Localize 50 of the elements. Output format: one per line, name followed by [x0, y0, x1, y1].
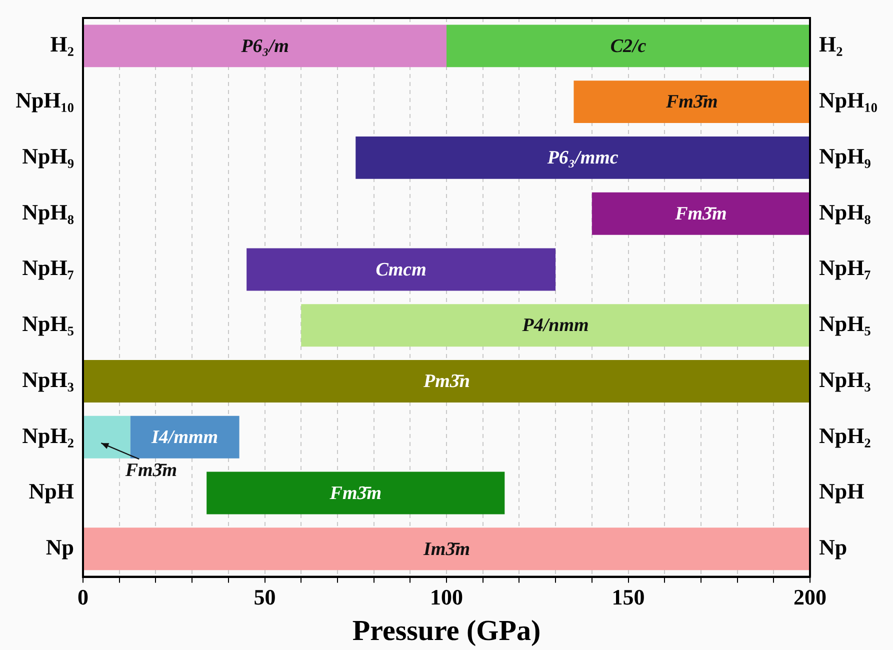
data-label: P6₃/m [240, 36, 289, 57]
y2-tick-label: NpH₃ [22, 366, 74, 392]
y2-tick-label: NpH₅ [22, 311, 74, 336]
bar [246, 248, 556, 291]
y-tick-label: NpH₉ [819, 143, 872, 168]
data-label: C2/c [610, 36, 647, 57]
y-tick-label: Np [819, 534, 848, 560]
bar [84, 360, 810, 402]
y-tick-label: NpH₅ [819, 311, 872, 336]
x-tick-label: 0 [78, 584, 88, 610]
y-tick-label: NpH₂ [819, 422, 872, 448]
y2-tick-label: H₂ [50, 32, 74, 57]
y2-tick-label: NpH₈ [22, 199, 74, 224]
bar [592, 192, 810, 235]
data-label: Im3̄m [422, 538, 470, 560]
data-label: Fm3̄m [328, 482, 382, 504]
bar [574, 80, 810, 124]
y-tick-label: H₂ [819, 32, 844, 57]
data-label: Fm3̄m [674, 203, 727, 224]
data-label: I4/mmm [150, 427, 218, 448]
x-tick-label: 100 [430, 584, 463, 610]
bar [84, 416, 130, 458]
y-tick-label: NpH₁₀ [819, 88, 878, 113]
y-tick-label: NpH₈ [819, 199, 872, 224]
x-axis-title: Pressure (GPa) [352, 615, 541, 648]
y-tick-label: NpH [819, 478, 864, 504]
y2-tick-label: NpH₇ [22, 255, 74, 280]
bar [356, 136, 810, 179]
data-label: Pm3̄n [422, 371, 470, 392]
data-label: P4/nmm [521, 315, 589, 336]
y2-tick-label: NpH₉ [22, 143, 74, 168]
data-label: Fm3̄m [664, 92, 718, 113]
bar [130, 416, 240, 458]
annotation: Fm3̄m [124, 460, 178, 482]
y2-tick-label: NpH₂ [22, 422, 74, 448]
bar [84, 24, 446, 68]
bar [84, 528, 810, 570]
x-tick-label: 50 [254, 584, 276, 610]
y2-tick-label: Np [46, 534, 74, 560]
data-label: P6₃/mmc [546, 148, 619, 169]
bar [446, 24, 810, 68]
bar [301, 304, 810, 347]
y2-tick-label: NpH [28, 478, 74, 504]
y-tick-label: NpH₃ [819, 366, 872, 392]
x-tick-label: 150 [612, 584, 645, 610]
y2-tick-label: NpH₁₀ [16, 88, 74, 113]
x-tick-label: 200 [794, 584, 826, 610]
y-tick-label: NpH₇ [819, 255, 872, 280]
bar [206, 472, 505, 514]
data-label: Cmcm [376, 259, 426, 280]
